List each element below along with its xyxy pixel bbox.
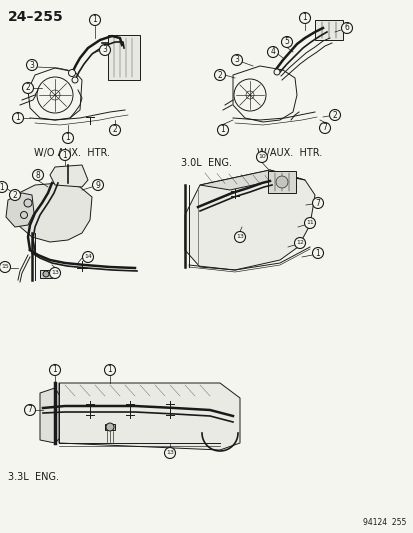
Circle shape [62,133,74,143]
Circle shape [82,252,93,262]
Circle shape [50,268,60,279]
Text: 1: 1 [107,366,112,375]
Circle shape [24,405,36,416]
Text: 94124  255: 94124 255 [362,518,405,527]
Circle shape [43,271,49,277]
Text: 10: 10 [257,155,265,159]
Text: 12: 12 [295,240,303,246]
Circle shape [273,69,279,75]
Circle shape [214,69,225,80]
Circle shape [294,238,305,248]
Text: 7: 7 [315,198,320,207]
Text: 13: 13 [166,450,173,456]
Text: 3.0L  ENG.: 3.0L ENG. [181,158,232,168]
Text: 9: 9 [95,181,100,190]
Bar [40,270,52,278]
Text: 8: 8 [36,171,40,180]
Polygon shape [185,170,314,270]
Text: 2: 2 [332,110,337,119]
Circle shape [22,83,33,93]
Circle shape [0,182,7,192]
Polygon shape [50,165,88,187]
Text: 24–255: 24–255 [8,10,64,24]
Bar [105,424,115,430]
Circle shape [106,423,114,431]
Circle shape [0,262,10,272]
Circle shape [319,123,330,133]
Text: 7: 7 [322,124,327,133]
Text: 3: 3 [29,61,34,69]
Circle shape [89,14,100,26]
Circle shape [299,12,310,23]
Text: W/O AUX.  HTR.: W/O AUX. HTR. [34,148,110,158]
Polygon shape [199,170,304,190]
Circle shape [267,46,278,58]
Text: 3: 3 [102,45,107,54]
Polygon shape [13,183,92,242]
Text: W/AUX.  HTR.: W/AUX. HTR. [257,148,322,158]
Text: 1: 1 [302,13,306,22]
Circle shape [68,69,75,77]
Circle shape [304,217,315,229]
Circle shape [164,448,175,458]
Circle shape [92,180,103,190]
Polygon shape [59,383,240,450]
Bar [267,171,295,193]
Circle shape [312,247,323,259]
Text: 3: 3 [234,55,239,64]
Bar [314,20,342,40]
Circle shape [109,125,120,135]
Text: 1: 1 [0,182,5,191]
Circle shape [50,365,60,376]
Text: 5: 5 [284,37,289,46]
Text: 7: 7 [28,406,32,415]
Text: 1: 1 [66,133,70,142]
Text: 11: 11 [305,221,313,225]
Text: 2: 2 [26,84,30,93]
Text: 13: 13 [51,271,59,276]
Text: 1: 1 [93,15,97,25]
Circle shape [26,60,38,70]
Text: 2: 2 [12,190,17,199]
Circle shape [33,169,43,181]
Text: 14: 14 [84,254,92,260]
Circle shape [234,231,245,243]
Circle shape [72,77,78,83]
Text: 6: 6 [344,23,349,33]
Circle shape [24,199,32,207]
Circle shape [59,149,70,160]
Circle shape [329,109,339,120]
Circle shape [275,176,287,188]
Text: 1: 1 [52,366,57,375]
Text: 13: 13 [235,235,243,239]
Circle shape [12,112,24,124]
Circle shape [217,125,228,135]
Circle shape [312,198,323,208]
Bar [108,35,140,80]
Circle shape [256,151,267,163]
Circle shape [104,365,115,376]
Circle shape [21,212,27,219]
Circle shape [99,44,110,55]
Circle shape [281,36,292,47]
Polygon shape [6,193,34,227]
Text: 1: 1 [220,125,225,134]
Circle shape [9,190,21,200]
Text: 15: 15 [1,264,9,270]
Polygon shape [40,388,60,443]
Circle shape [341,22,351,34]
Text: 4: 4 [270,47,275,56]
Text: 2: 2 [112,125,117,134]
Text: 1: 1 [62,150,67,159]
Text: 1: 1 [16,114,20,123]
Text: 3.3L  ENG.: 3.3L ENG. [8,472,59,482]
Circle shape [231,54,242,66]
Text: 1: 1 [315,248,320,257]
Text: 2: 2 [217,70,222,79]
